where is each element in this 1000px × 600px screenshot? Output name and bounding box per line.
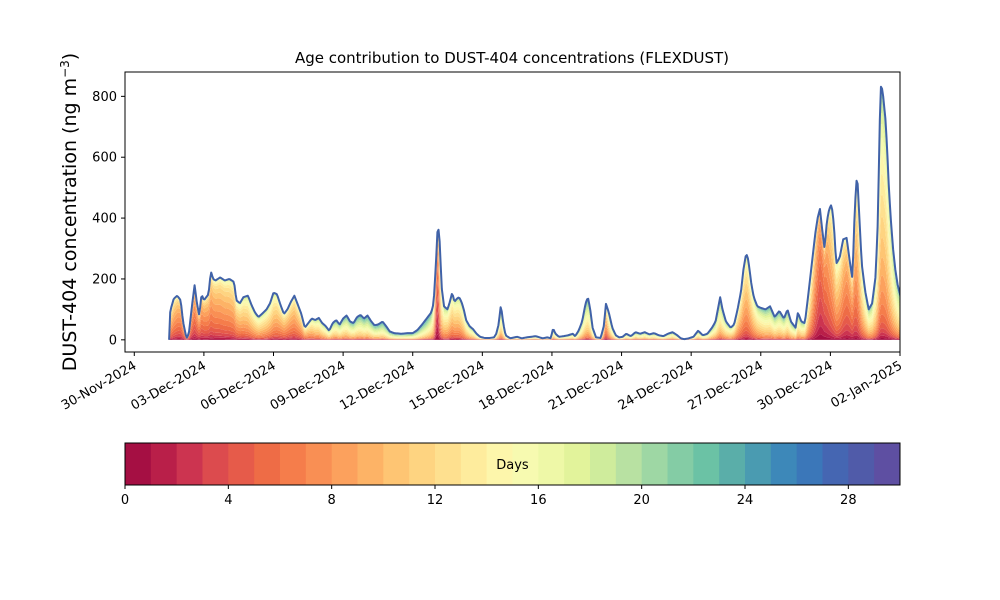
- colorbar-segment-8: [331, 443, 358, 485]
- colorbar-label: Days: [496, 458, 529, 473]
- y-tick-label: 800: [92, 90, 117, 105]
- colorbar-segment-18: [590, 443, 617, 485]
- age-layers: [169, 86, 900, 340]
- colorbar-segment-22: [693, 443, 720, 485]
- age-layer-7: [169, 231, 900, 340]
- colorbar-tick-label: 16: [530, 493, 547, 508]
- colorbar-segment-12: [435, 443, 462, 485]
- colorbar-segment-14: [486, 443, 513, 485]
- colorbar-frame: [124, 442, 901, 486]
- plot-frame: [124, 71, 901, 353]
- colorbar-tick-label: 20: [633, 493, 650, 508]
- y-tick-label: 0: [109, 333, 117, 348]
- colorbar-segment-5: [254, 443, 281, 485]
- colorbar-tick-label: 0: [121, 493, 129, 508]
- y-axis: 0 200 400 600 800: [92, 90, 125, 348]
- colorbar-segment-6: [280, 443, 307, 485]
- colorbar-segment-26: [796, 443, 823, 485]
- colorbar-tick-label: 28: [840, 493, 857, 508]
- y-tick-label: 600: [92, 151, 117, 166]
- colorbar-segment-10: [383, 443, 410, 485]
- x-tick-label: 06-Dec-2024: [198, 358, 278, 413]
- colorbar-segment-20: [641, 443, 668, 485]
- x-tick-label: 24-Dec-2024: [616, 358, 696, 413]
- y-tick-label: 200: [92, 272, 117, 287]
- chart-title: Age contribution to DUST-404 concentrati…: [295, 49, 729, 67]
- colorbar-segment-27: [822, 443, 849, 485]
- colorbar-segment-9: [357, 443, 384, 485]
- x-tick-label: 02-Jan-2025: [828, 358, 905, 411]
- colorbar-segment-21: [667, 443, 694, 485]
- colorbar-segment-4: [228, 443, 255, 485]
- total-line-group: [168, 85, 900, 341]
- x-tick-label: 30-Dec-2024: [755, 358, 835, 413]
- age-layer-0: [169, 333, 900, 340]
- y-axis-label: DUST-404 concentration (ng m−3): [58, 53, 81, 371]
- colorbar-segment-7: [305, 443, 333, 485]
- x-tick-label: 18-Dec-2024: [477, 358, 557, 413]
- colorbar-segment-1: [150, 443, 178, 485]
- colorbar-segment-13: [460, 443, 488, 485]
- x-axis: 30-Nov-202403-Dec-202406-Dec-202409-Dec-…: [59, 352, 905, 414]
- colorbar-segment-16: [538, 443, 565, 485]
- colorbar-segment-0: [125, 443, 152, 485]
- y-tick-label: 400: [92, 212, 117, 227]
- colorbar-segment-28: [848, 443, 875, 485]
- x-tick-label: 27-Dec-2024: [685, 358, 765, 413]
- colorbar-segment-25: [770, 443, 798, 485]
- x-tick-label: 03-Dec-2024: [128, 358, 208, 413]
- x-tick-label: 15-Dec-2024: [407, 358, 487, 413]
- colorbar-segment-2: [176, 443, 203, 485]
- colorbar-segment-15: [512, 443, 539, 485]
- colorbar-segment-3: [202, 443, 229, 485]
- colorbar: Days 0 4 8 12 16 20 24 28: [121, 442, 901, 508]
- x-tick-label: 21-Dec-2024: [546, 358, 626, 413]
- colorbar-tick-label: 8: [328, 493, 336, 508]
- colorbar-tick-label: 24: [737, 493, 754, 508]
- colorbar-segment-29: [874, 443, 901, 485]
- x-tick-label: 12-Dec-2024: [337, 358, 417, 413]
- colorbar-segment-24: [745, 443, 772, 485]
- colorbar-segment-19: [615, 443, 643, 485]
- colorbar-segment-11: [409, 443, 436, 485]
- colorbar-tick-label: 12: [427, 493, 444, 508]
- colorbar-segment-17: [564, 443, 591, 485]
- x-tick-label: 09-Dec-2024: [268, 358, 348, 413]
- colorbar-tick-label: 4: [224, 493, 232, 508]
- total-concentration-line: [168, 85, 900, 341]
- colorbar-segment-23: [719, 443, 746, 485]
